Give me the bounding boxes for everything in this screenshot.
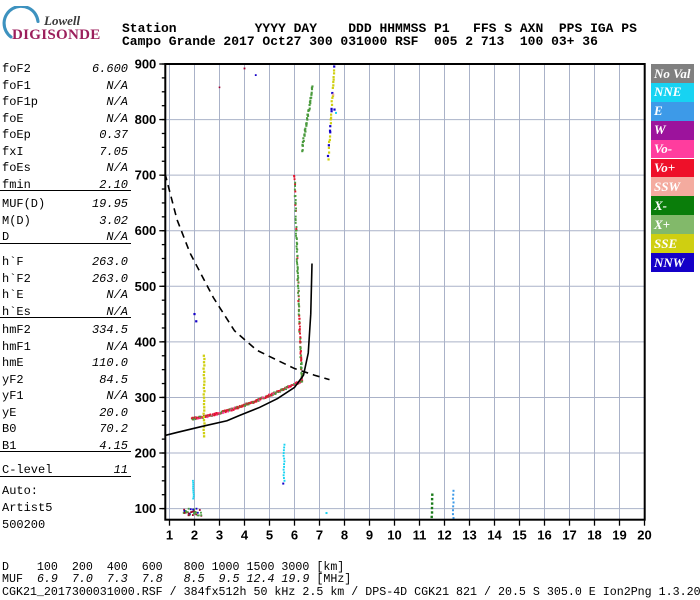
svg-text:300: 300	[135, 390, 157, 405]
svg-text:8: 8	[341, 528, 348, 543]
svg-text:12: 12	[437, 528, 451, 543]
svg-text:9: 9	[366, 528, 373, 543]
svg-text:600: 600	[135, 223, 157, 238]
svg-text:11: 11	[413, 528, 427, 543]
svg-text:20: 20	[637, 528, 651, 543]
svg-text:7: 7	[316, 528, 323, 543]
svg-text:4: 4	[241, 528, 249, 543]
svg-text:3: 3	[216, 528, 223, 543]
svg-text:19: 19	[612, 528, 626, 543]
svg-text:200: 200	[135, 446, 157, 461]
svg-text:17: 17	[562, 528, 576, 543]
svg-text:18: 18	[587, 528, 601, 543]
svg-text:1: 1	[166, 528, 173, 543]
svg-text:16: 16	[537, 528, 551, 543]
svg-text:6: 6	[291, 528, 298, 543]
svg-text:400: 400	[135, 334, 157, 349]
svg-text:14: 14	[487, 528, 502, 543]
svg-text:900: 900	[135, 57, 157, 72]
svg-text:10: 10	[387, 528, 401, 543]
svg-text:700: 700	[135, 168, 157, 183]
svg-text:100: 100	[135, 501, 157, 516]
svg-text:13: 13	[462, 528, 476, 543]
svg-text:800: 800	[135, 112, 157, 127]
svg-text:15: 15	[512, 528, 526, 543]
svg-text:500: 500	[135, 279, 157, 294]
svg-text:5: 5	[266, 528, 273, 543]
svg-text:2: 2	[191, 528, 198, 543]
